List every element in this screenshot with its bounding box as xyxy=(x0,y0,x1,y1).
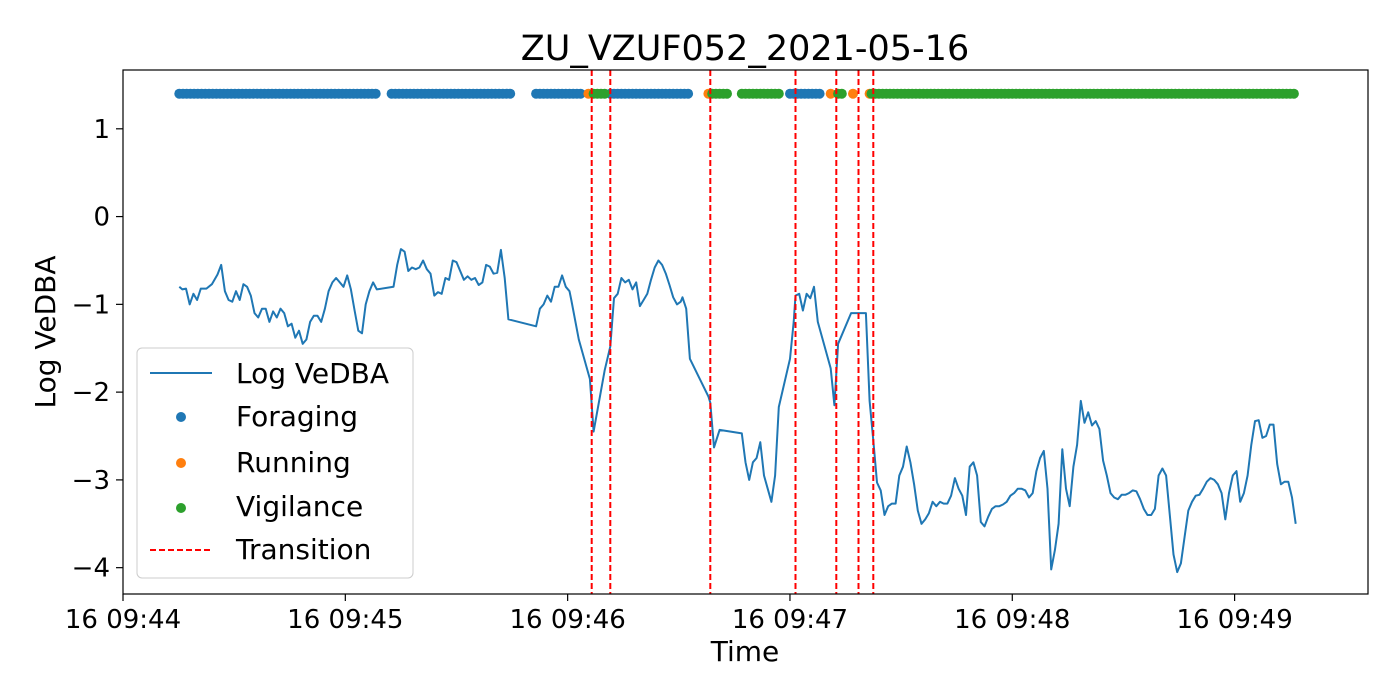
x-tick-label: 16 09:44 xyxy=(65,605,181,635)
log-vedba-line xyxy=(178,248,1297,574)
legend-marker-running xyxy=(176,458,186,468)
legend-label-foraging: Foraging xyxy=(236,400,358,433)
x-tick-label: 16 09:49 xyxy=(1176,605,1292,635)
x-tick-label: 16 09:48 xyxy=(954,605,1070,635)
y-tick-label: −2 xyxy=(72,378,110,408)
legend: Log VeDBA Foraging Running Vigilance Tra… xyxy=(136,347,414,579)
foraging-point xyxy=(683,88,694,99)
vigilance-point xyxy=(1288,88,1299,99)
legend-marker-vigilance xyxy=(176,503,186,513)
x-tick-label: 16 09:47 xyxy=(732,605,848,635)
y-tick-label: −1 xyxy=(72,290,110,320)
legend-label-running: Running xyxy=(236,446,351,479)
y-axis-label: Log VeDBA xyxy=(29,255,62,408)
x-axis-label: Time xyxy=(710,635,780,668)
plot-area xyxy=(174,70,1299,594)
x-tick-label: 16 09:45 xyxy=(287,605,403,635)
y-tick-label: 1 xyxy=(93,115,110,145)
vigilance-point xyxy=(773,88,784,99)
y-tick-label: −4 xyxy=(72,554,110,584)
running-point xyxy=(848,88,858,99)
foraging-point xyxy=(370,88,381,99)
x-tick-label: 16 09:46 xyxy=(510,605,626,635)
foraging-point xyxy=(814,88,825,99)
legend-label-log-vedba: Log VeDBA xyxy=(236,357,389,390)
foraging-point xyxy=(575,88,586,99)
running-point xyxy=(825,88,836,99)
plot-frame xyxy=(122,69,1369,595)
vigilance-point xyxy=(836,88,847,99)
legend-marker-foraging xyxy=(176,412,186,422)
y-axis: 1 0 −1 −2 −3 −4 xyxy=(72,115,123,584)
vigilance-point xyxy=(722,88,732,99)
foraging-point xyxy=(505,88,516,99)
vigilance-point xyxy=(599,88,610,99)
legend-label-vigilance: Vigilance xyxy=(236,490,363,523)
x-axis: 16 09:44 16 09:45 16 09:46 16 09:47 16 09:48… xyxy=(65,594,1293,635)
legend-label-transition: Transition xyxy=(235,533,371,566)
chart-title: ZU_VZUF052_2021-05-16 xyxy=(521,29,969,69)
y-tick-label: 0 xyxy=(93,203,110,233)
y-tick-label: −3 xyxy=(72,466,110,496)
legend-frame xyxy=(136,347,414,579)
